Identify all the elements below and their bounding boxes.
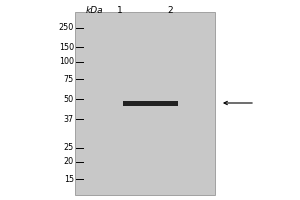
Text: 75: 75 (64, 74, 74, 84)
Text: 37: 37 (64, 114, 74, 123)
Text: 150: 150 (59, 43, 74, 51)
FancyBboxPatch shape (122, 100, 178, 106)
Text: 2: 2 (167, 6, 173, 15)
Text: 50: 50 (64, 95, 74, 104)
Text: 25: 25 (64, 144, 74, 152)
Text: 250: 250 (59, 23, 74, 32)
Text: 20: 20 (64, 158, 74, 166)
Text: kDa: kDa (86, 6, 104, 15)
FancyBboxPatch shape (75, 12, 215, 195)
Text: 15: 15 (64, 174, 74, 184)
Text: 100: 100 (59, 58, 74, 66)
Text: 1: 1 (117, 6, 123, 15)
